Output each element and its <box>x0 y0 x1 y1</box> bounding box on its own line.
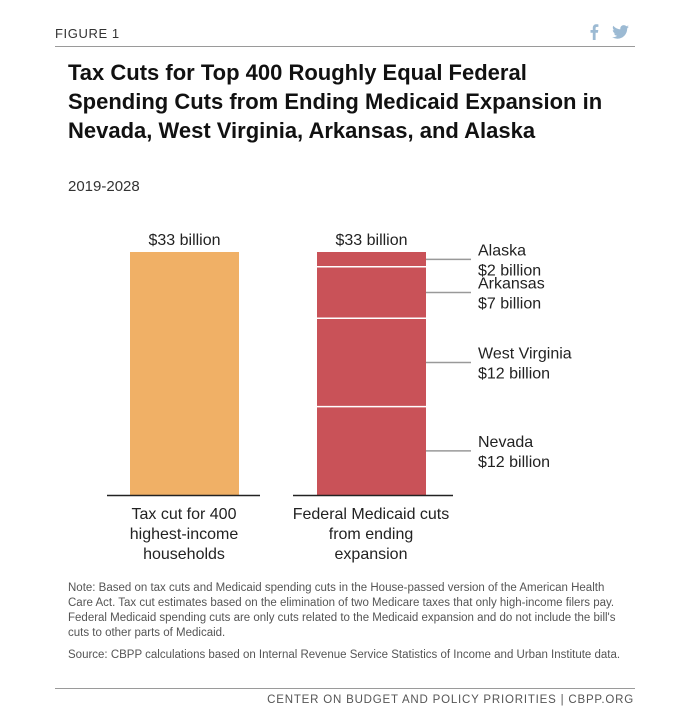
bar-segment-west-virginia <box>317 318 426 407</box>
bar-segment-alaska <box>317 252 426 267</box>
segment-value-label: $12 billion <box>478 454 550 471</box>
category-label: Tax cut for 400 highest-income households <box>84 505 284 565</box>
figure-label: FIGURE 1 <box>55 26 120 41</box>
category-label-line: expansion <box>334 546 408 563</box>
segment-value-label: $12 billion <box>478 365 550 382</box>
segment-name-label: Alaska <box>478 242 526 259</box>
segment-name-label: Nevada <box>478 434 533 451</box>
category-label-line: households <box>143 546 225 563</box>
footer-credit: CENTER ON BUDGET AND POLICY PRIORITIES |… <box>267 694 634 706</box>
facebook-icon[interactable] <box>588 24 600 45</box>
chart-source: Source: CBPP calculations based on Inter… <box>68 649 621 661</box>
chart-subtitle: 2019-2028 <box>68 178 140 195</box>
chart-note: Note: Based on tax cuts and Medicaid spe… <box>68 582 616 639</box>
category-label-line: from ending <box>328 526 414 543</box>
segment-name-label: Arkansas <box>478 276 545 293</box>
category-label-line: highest-income <box>129 526 239 543</box>
chart-title: Tax Cuts for Top 400 Roughly Equal Feder… <box>68 60 603 143</box>
share-icons <box>588 24 629 45</box>
bar-total-label: $33 billion <box>335 232 407 249</box>
bar-segment-tax-cut <box>130 252 239 495</box>
twitter-icon[interactable] <box>612 25 629 44</box>
category-label-line: Federal Medicaid cuts <box>292 506 450 523</box>
bar-total-label: $33 billion <box>148 232 220 249</box>
category-label: Federal Medicaid cuts from ending expansio… <box>271 505 471 565</box>
bar-segment-arkansas <box>317 266 426 319</box>
bottom-rule <box>55 688 635 689</box>
top-rule <box>55 46 635 47</box>
category-label-line: Tax cut for 400 <box>131 506 237 523</box>
segment-value-label: $2 billion <box>478 262 541 279</box>
bar-segment-nevada <box>317 406 426 495</box>
segment-name-label: West Virginia <box>478 345 572 362</box>
segment-value-label: $7 billion <box>478 296 541 313</box>
